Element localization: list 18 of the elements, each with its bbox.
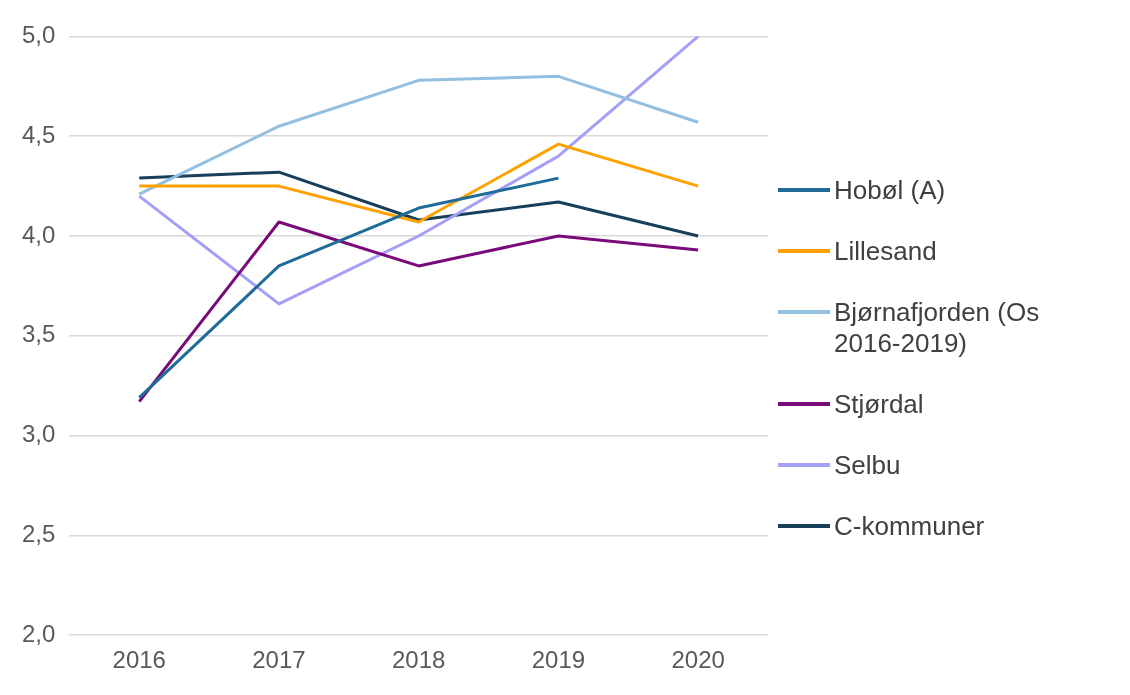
legend-label: Bjørnafjorden (Os 2016-2019) (834, 296, 1041, 359)
legend-label: Stjørdal (834, 388, 925, 420)
y-tick-label: 5,0 (21, 21, 56, 49)
y-tick-label: 4,0 (21, 220, 56, 248)
x-tick-label: 2020 (671, 646, 725, 674)
x-tick-label: 2017 (252, 646, 306, 674)
legend-label: Lillesand (834, 235, 938, 267)
y-tick-label: 3,0 (21, 420, 56, 448)
legend-label: C-kommuner (834, 510, 986, 542)
y-tick-label: 2,5 (21, 520, 56, 548)
x-tick-label: 2019 (531, 646, 586, 674)
y-tick-label: 2,0 (21, 619, 56, 647)
x-tick-label: 2018 (391, 646, 446, 674)
x-tick-label: 2016 (112, 646, 166, 674)
legend-label: Selbu (834, 449, 902, 481)
y-tick-label: 4,5 (21, 120, 56, 148)
y-tick-label: 3,5 (21, 320, 56, 348)
legend-label: Hobøl (A) (834, 174, 947, 206)
